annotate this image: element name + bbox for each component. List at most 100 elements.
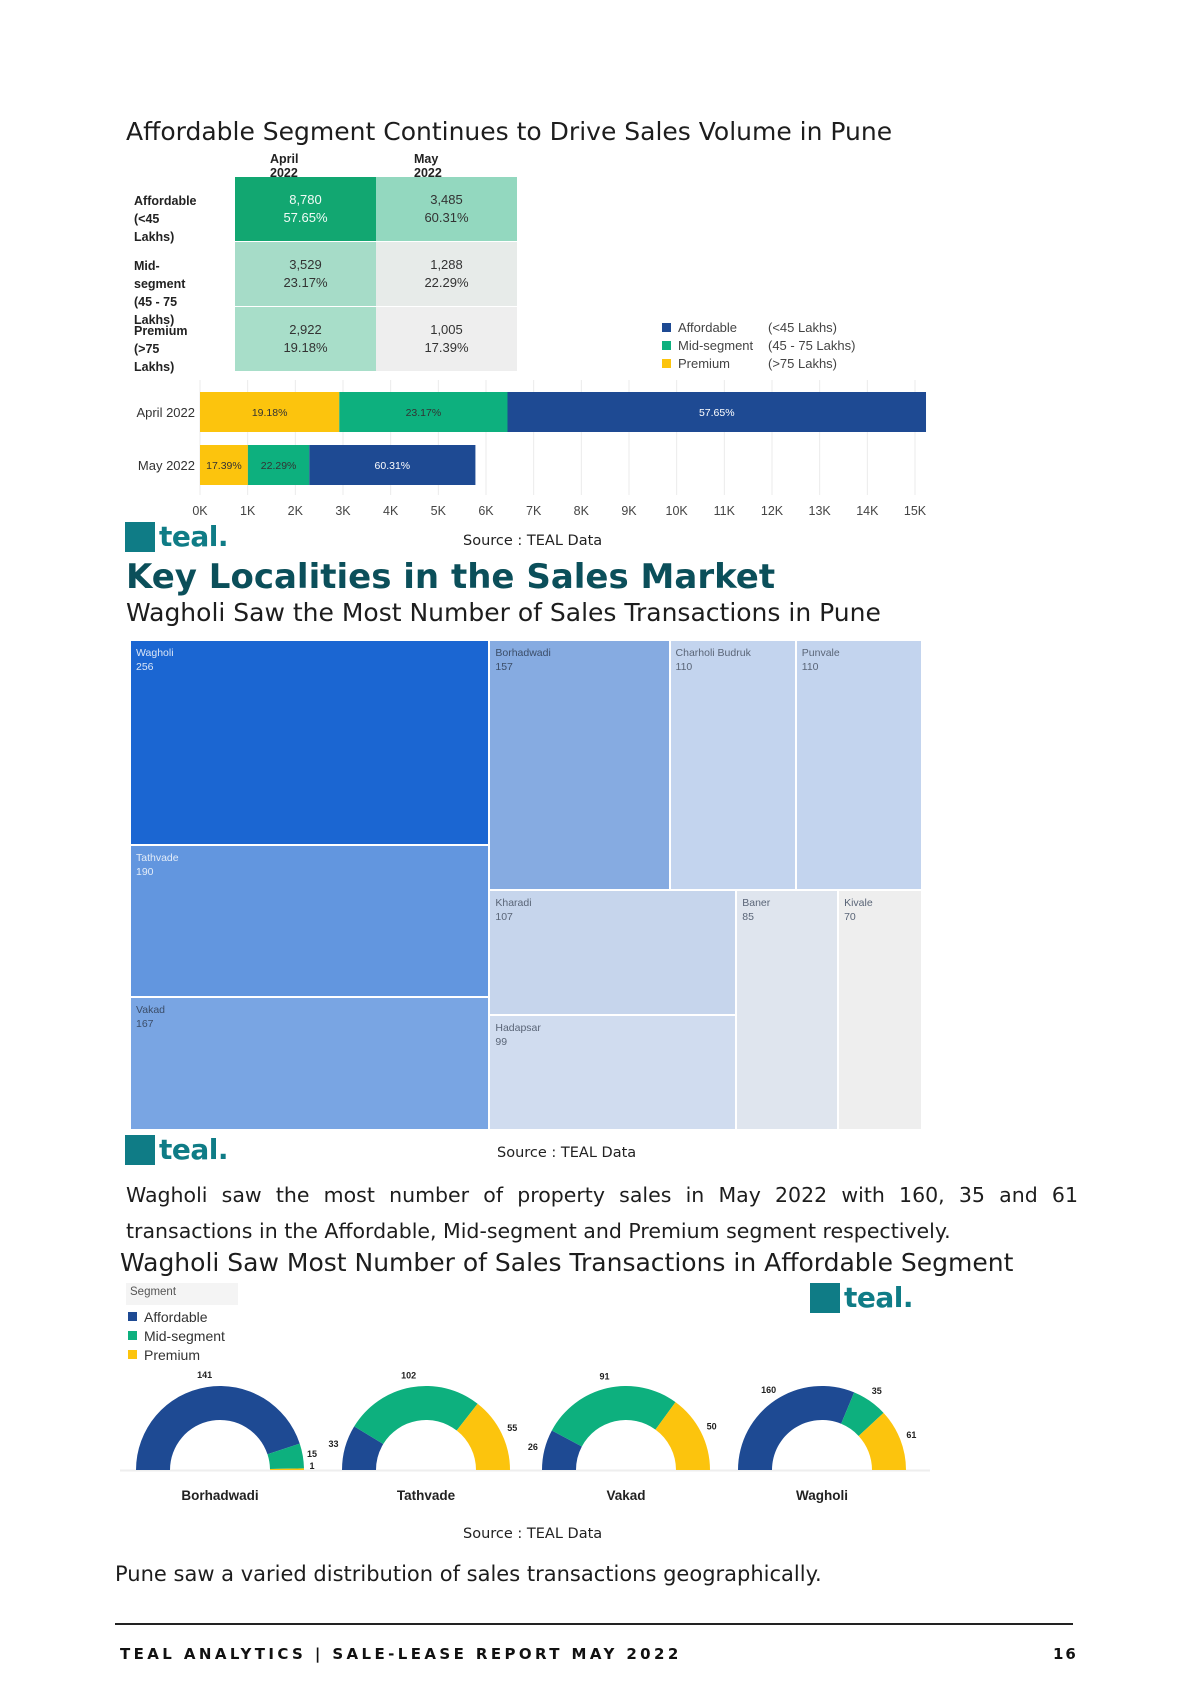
row-sublabel-text: (>75 Lakhs): [134, 342, 175, 374]
donut-locality-label: Wagholi: [796, 1488, 848, 1503]
tile-name: Kivale: [844, 897, 873, 910]
donut-slice: [354, 1386, 478, 1445]
legend-item-premium: Premium: [128, 1345, 225, 1364]
source-note: Source : TEAL Data: [463, 1526, 603, 1542]
cell-count: 3,485: [430, 192, 463, 207]
donut-locality-label: Vakad: [606, 1488, 645, 1503]
tile-name: Wagholi: [136, 647, 174, 659]
row-label-affordable: Affordable (<45 Lakhs): [134, 192, 197, 246]
bar-data-label: 22.29%: [261, 460, 297, 472]
legend-item-mid-segment: Mid-segment: [128, 1326, 225, 1345]
legend-item-premium: Premium (>75 Lakhs): [662, 354, 855, 372]
row-label-premium: Premium (>75 Lakhs): [134, 322, 188, 376]
x-tick-label: 13K: [809, 504, 832, 518]
legend-title: Segment: [130, 1286, 177, 1298]
donut-value-label: 1: [309, 1461, 314, 1471]
closing-sentence: Pune saw a varied distribution of sales …: [115, 1562, 822, 1586]
legend-swatch: [662, 358, 671, 368]
x-tick-label: 2K: [288, 504, 304, 518]
donut-slice: [136, 1386, 300, 1470]
donut-value-label: 102: [401, 1371, 416, 1381]
teal-logo: teal.: [125, 520, 229, 553]
tile-value: 99: [495, 1035, 508, 1048]
donut-value-label: 160: [761, 1385, 776, 1395]
tile-name: Charholi Budruk: [675, 647, 751, 659]
x-tick-label: 9K: [621, 504, 637, 518]
cell-pct: 22.29%: [424, 275, 469, 290]
treemap-tile: Tathvade 190: [130, 844, 490, 997]
legend-swatch: [662, 322, 671, 332]
cell-count: 8,780: [289, 192, 322, 207]
donut-locality-label: Tathvade: [397, 1488, 456, 1503]
segment-legend: Affordable (<45 Lakhs) Mid-segment (45 -…: [662, 318, 855, 372]
bar-data-label: 60.31%: [375, 460, 411, 472]
cell-count: 2,922: [289, 322, 322, 337]
legend-name: Mid-segment: [144, 1327, 225, 1344]
treemap-tile: Kharadi 107: [489, 890, 737, 1015]
bar-data-label: 23.17%: [406, 407, 442, 419]
cell-count: 3,529: [289, 257, 322, 272]
source-note: Source : TEAL Data: [463, 533, 603, 549]
tile-name: Kharadi: [495, 897, 532, 910]
tile-name: Hadapsar: [495, 1021, 541, 1034]
x-tick-label: 4K: [383, 504, 399, 518]
tile-value: 157: [495, 661, 513, 673]
tile-value: 256: [136, 661, 154, 673]
row-sublabel-text: (<45 Lakhs): [134, 212, 175, 244]
x-tick-label: 11K: [714, 504, 736, 518]
donut-slice: [738, 1386, 855, 1470]
x-tick-label: 6K: [478, 504, 494, 518]
donut-value-label: 50: [707, 1421, 717, 1431]
treemap-title: Wagholi Saw the Most Number of Sales Tra…: [126, 598, 881, 627]
logo-wordmark: teal.: [159, 520, 229, 553]
x-tick-label: 15K: [904, 504, 927, 518]
x-tick-label: 14K: [856, 504, 879, 518]
bar-segment: [247, 445, 310, 485]
table-cell: 8,780 57.65%: [235, 177, 376, 241]
bar-segment: [507, 392, 927, 432]
legend-swatch: [662, 340, 671, 350]
x-tick-label: 12K: [761, 504, 784, 518]
donut-value-label: 15: [307, 1449, 317, 1459]
treemap-tile: Wagholi 256: [130, 640, 490, 845]
bar-data-label: 57.65%: [699, 407, 735, 419]
tile-value: 110: [675, 661, 693, 673]
legend-range: (45 - 75 Lakhs): [768, 337, 856, 353]
legend-item-mid-segment: Mid-segment (45 - 75 Lakhs): [662, 336, 855, 354]
table-col-may: May 2022: [414, 152, 442, 180]
paragraph-line: transactions in the Affordable, Mid-segm…: [126, 1219, 951, 1243]
page-number: 16: [1053, 1645, 1078, 1663]
legend-swatch: [128, 1312, 137, 1321]
tile-value: 190: [136, 865, 154, 878]
tile-name: Vakad: [136, 1003, 165, 1016]
legend-name: Premium: [678, 355, 731, 371]
table-cell: 1,005 17.39%: [376, 307, 517, 371]
legend-range: (>75 Lakhs): [768, 355, 838, 371]
cell-pct: 57.65%: [283, 210, 328, 225]
legend-item-affordable: Affordable: [128, 1307, 225, 1326]
donut-slice: [269, 1468, 304, 1470]
source-note: Source : TEAL Data: [497, 1145, 637, 1161]
teal-logo: teal.: [125, 1135, 229, 1165]
x-tick-label: 3K: [335, 504, 351, 518]
table-col-april: April 2022: [270, 152, 299, 180]
donut-value-label: 26: [528, 1442, 538, 1452]
donut-legend: Affordable Mid-segment Premium: [128, 1307, 225, 1364]
tile-name: Baner: [742, 897, 771, 910]
cell-pct: 17.39%: [424, 340, 469, 355]
legend-swatch: [128, 1350, 137, 1359]
row-label-text: Premium: [134, 324, 188, 338]
row-label-text: Mid-segment: [134, 259, 186, 291]
donut-slice: [342, 1426, 384, 1470]
donut-value-label: 55: [507, 1423, 517, 1433]
stacked-bar-chart: 0K 1K 2K 3K 4K 5K 6K 7K 8K 9K 10K 11K 12K 13K 14K 15K Ap…: [136, 380, 927, 518]
bar-data-label: 17.39%: [206, 460, 242, 472]
donut-slice: [551, 1386, 676, 1447]
donut-slice: [858, 1412, 906, 1470]
bar-segment: [339, 392, 508, 432]
bar-data-label: 19.18%: [252, 407, 288, 419]
bar-segment: [200, 392, 340, 432]
footer-divider: [115, 1623, 1073, 1625]
tile-name: Punvale: [801, 647, 840, 659]
donut-slice: [841, 1392, 884, 1436]
